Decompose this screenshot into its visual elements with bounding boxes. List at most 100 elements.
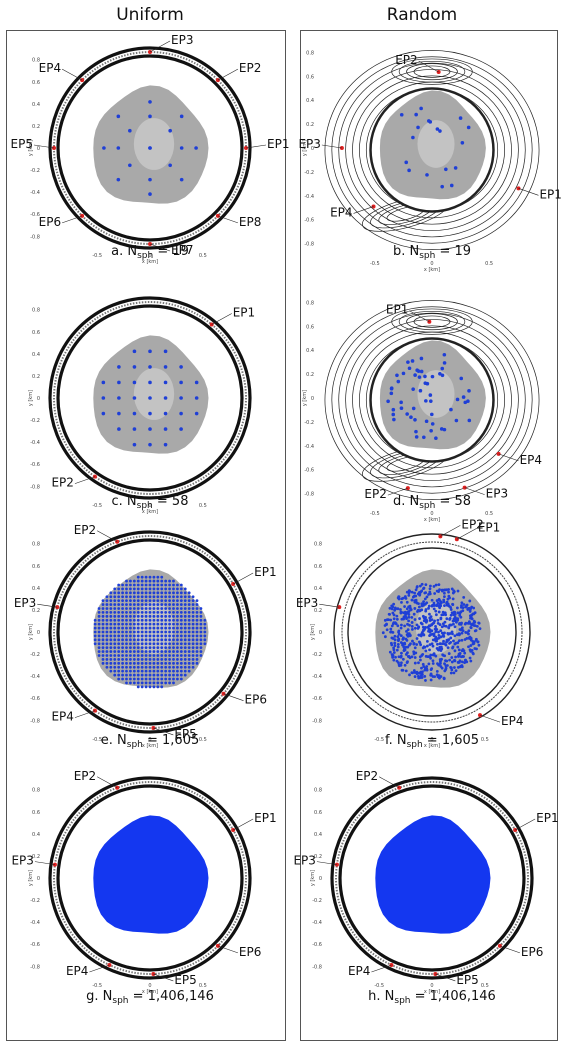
source-point — [187, 630, 191, 634]
source-point — [187, 607, 191, 610]
source-point — [393, 634, 397, 638]
source-point — [475, 625, 479, 628]
source-point — [466, 621, 470, 625]
source-point — [101, 611, 105, 614]
source-point — [440, 613, 444, 617]
source-point — [179, 638, 183, 642]
source-point — [125, 614, 128, 618]
source-point — [172, 607, 175, 610]
source-point — [400, 651, 403, 655]
source-point — [152, 669, 156, 673]
source-point — [406, 660, 409, 664]
source-point — [164, 658, 168, 661]
source-point — [101, 650, 105, 653]
source-point — [431, 675, 435, 678]
source-point — [156, 626, 160, 630]
source-point — [121, 630, 124, 634]
source-point — [183, 611, 187, 614]
y-tick-label: 0.6 — [32, 564, 40, 570]
source-point — [113, 650, 117, 653]
source-point — [457, 648, 461, 652]
source-point — [117, 411, 121, 416]
source-point — [148, 575, 152, 579]
source-point — [449, 666, 453, 670]
source-point — [152, 603, 156, 606]
source-point — [132, 587, 136, 591]
panel-a: 0.8 0.6 0.4 0.2 0 -0.2 -0.4 -0.6 -0.8 -0.5 0 0.5 x [… — [11, 33, 290, 265]
source-point — [444, 659, 447, 663]
source-point — [113, 622, 117, 626]
source-point — [125, 650, 128, 653]
source-point — [477, 621, 481, 625]
source-point — [399, 610, 403, 614]
source-point — [401, 596, 405, 600]
source-point — [164, 587, 168, 591]
source-point — [453, 666, 456, 669]
source-point — [121, 618, 124, 622]
source-point — [403, 624, 406, 628]
source-point — [183, 607, 187, 610]
source-point — [406, 628, 410, 632]
source-point — [132, 442, 137, 447]
source-point — [423, 675, 427, 678]
source-point — [93, 634, 97, 638]
source-point — [121, 665, 124, 669]
source-point — [140, 622, 144, 626]
source-point — [453, 659, 457, 663]
source-point — [429, 653, 433, 657]
contour-line — [352, 325, 512, 475]
source-point — [136, 685, 140, 689]
source-point — [156, 638, 160, 642]
source-point — [117, 654, 121, 657]
source-point — [168, 638, 171, 642]
source-point — [420, 582, 424, 586]
source-point — [445, 601, 449, 605]
source-point — [435, 604, 438, 607]
source-point — [431, 638, 435, 642]
source-point — [109, 638, 113, 642]
source-point — [176, 669, 179, 673]
source-point — [168, 591, 171, 595]
y-tick-label: 0.4 — [314, 832, 322, 838]
source-point — [430, 412, 434, 417]
contour-line — [324, 300, 540, 500]
source-point — [164, 599, 168, 603]
source-point — [191, 665, 195, 669]
source-point — [414, 435, 419, 439]
source-point — [113, 642, 117, 646]
x-tick-label: -0.5 — [374, 983, 384, 989]
source-point — [140, 634, 144, 638]
ep-leader-line — [217, 68, 239, 81]
source-point — [456, 645, 460, 649]
source-point — [447, 632, 450, 636]
source-point — [386, 399, 390, 404]
source-point — [444, 666, 448, 670]
source-point — [410, 615, 414, 619]
source-point — [179, 146, 184, 150]
source-point — [437, 630, 440, 634]
source-point — [125, 595, 128, 599]
source-point — [152, 587, 156, 591]
source-point — [156, 630, 160, 634]
source-point — [396, 596, 400, 600]
source-point — [430, 598, 434, 602]
source-point — [152, 622, 156, 626]
source-point — [454, 655, 457, 659]
source-point — [140, 579, 144, 583]
column-title-random: Random — [386, 5, 458, 25]
source-point — [477, 643, 481, 647]
source-point — [144, 642, 148, 646]
source-point — [461, 606, 465, 610]
ep-leader-line — [74, 710, 96, 718]
source-point — [132, 365, 137, 369]
source-point — [191, 650, 195, 653]
source-point — [113, 626, 117, 630]
contour-lobe — [391, 58, 473, 85]
source-point — [199, 638, 203, 642]
source-point — [439, 645, 443, 649]
x-tick-label: 0 — [430, 511, 433, 517]
source-point — [148, 595, 152, 599]
source-point — [176, 642, 179, 646]
source-point — [132, 349, 137, 354]
source-point — [401, 371, 406, 376]
